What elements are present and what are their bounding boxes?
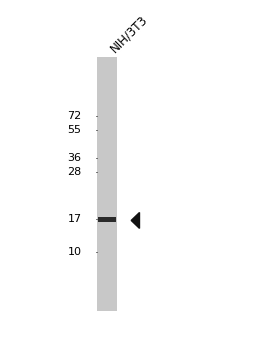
Text: 10: 10 xyxy=(68,248,82,257)
Text: 28: 28 xyxy=(67,167,82,177)
Polygon shape xyxy=(131,212,140,228)
Text: 72: 72 xyxy=(67,111,82,121)
Text: 17: 17 xyxy=(68,214,82,224)
Bar xyxy=(98,58,117,311)
Text: NIH/3T3: NIH/3T3 xyxy=(108,12,150,55)
Text: 55: 55 xyxy=(68,125,82,135)
Bar xyxy=(99,216,116,222)
Text: 36: 36 xyxy=(68,153,82,163)
